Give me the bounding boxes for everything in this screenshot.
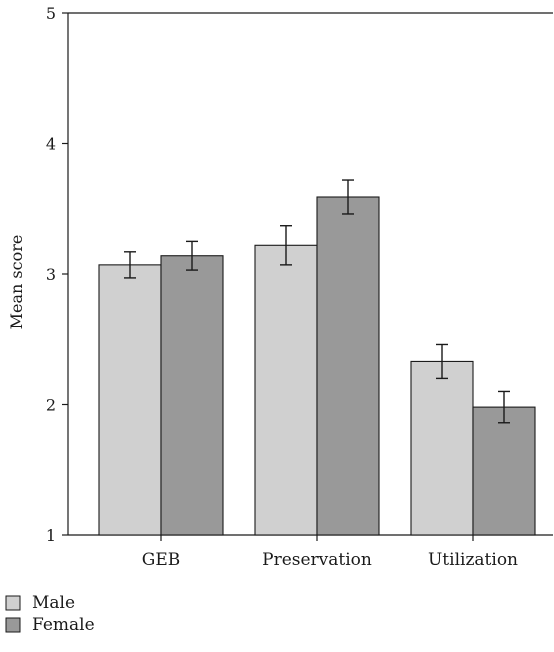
bars	[98, 196, 536, 536]
y-tick-label: 2	[46, 396, 56, 415]
y-tick-label: 4	[46, 135, 56, 154]
bar-female-preservation	[316, 196, 380, 536]
legend-swatch-female	[5, 617, 21, 633]
legend-label-female: Female	[32, 615, 95, 635]
y-tick-label: 3	[46, 265, 56, 284]
legend-label-male: Male	[32, 593, 75, 613]
x-tick-label: Utilization	[428, 550, 518, 570]
bar-male-preservation	[254, 244, 318, 536]
legend-swatch-male	[5, 595, 21, 611]
error-bars	[124, 179, 510, 424]
x-ticks: GEB Preservation Utilization	[142, 535, 518, 570]
y-tick-label: 1	[46, 526, 56, 545]
bar-female-utilization	[472, 406, 536, 536]
x-tick-label: GEB	[142, 550, 180, 570]
bar-male-utilization	[410, 360, 474, 536]
bar-male-geb	[98, 264, 162, 536]
y-axis-label: Mean score	[7, 235, 26, 330]
y-ticks: 1 2 3 4 5	[46, 4, 68, 545]
y-tick-label: 5	[46, 4, 56, 23]
bar-female-geb	[160, 255, 224, 536]
x-tick-label: Preservation	[262, 550, 372, 570]
